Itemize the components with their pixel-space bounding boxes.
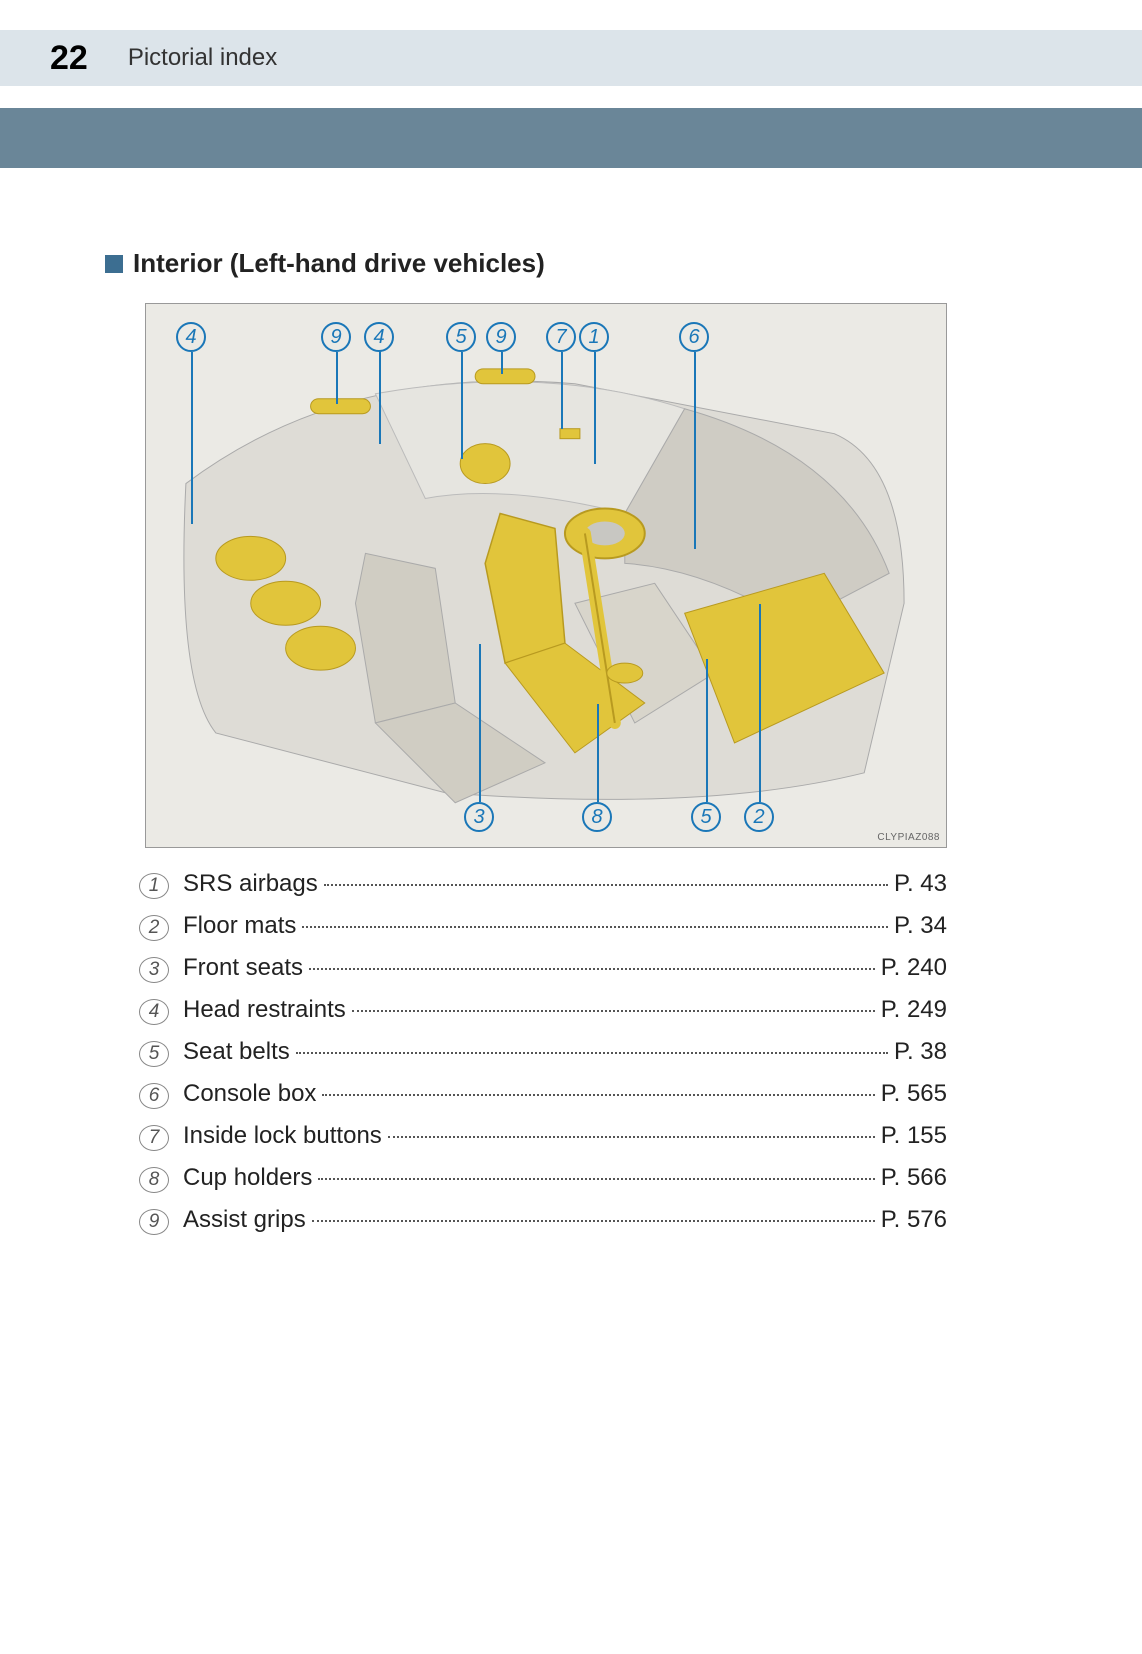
index-row: 2 Floor mats P. 34 xyxy=(139,912,947,941)
dot-leader xyxy=(388,1136,875,1138)
page-number: 22 xyxy=(50,39,88,78)
index-row: 9 Assist grips P. 576 xyxy=(139,1206,947,1235)
callout-badge: 4 xyxy=(176,322,206,352)
index-row: 5 Seat belts P. 38 xyxy=(139,1038,947,1067)
leader-line xyxy=(191,352,193,524)
callout-badge: 1 xyxy=(579,322,609,352)
dot-leader xyxy=(312,1220,875,1222)
index-page: P. 34 xyxy=(894,912,947,940)
index-number-badge: 1 xyxy=(139,873,169,899)
leader-line xyxy=(706,659,708,802)
interior-diagram: 49459716 3852 CLYPIAZ088 xyxy=(145,303,947,848)
index-label: Cup holders xyxy=(183,1164,312,1192)
index-number-badge: 2 xyxy=(139,915,169,941)
index-number-badge: 7 xyxy=(139,1125,169,1151)
callout-badge: 2 xyxy=(744,802,774,832)
leader-line xyxy=(561,352,563,429)
index-number-badge: 6 xyxy=(139,1083,169,1109)
car-interior-svg xyxy=(146,304,946,848)
dot-leader xyxy=(302,926,888,928)
index-row: 6 Console box P. 565 xyxy=(139,1080,947,1109)
index-label: Front seats xyxy=(183,954,303,982)
index-row: 8 Cup holders P. 566 xyxy=(139,1164,947,1193)
leader-line xyxy=(694,352,696,549)
index-row: 1 SRS airbags P. 43 xyxy=(139,870,947,899)
index-number-badge: 9 xyxy=(139,1209,169,1235)
callout-badge: 8 xyxy=(582,802,612,832)
index-row: 7 Inside lock buttons P. 155 xyxy=(139,1122,947,1151)
index-number-badge: 8 xyxy=(139,1167,169,1193)
index-label: Assist grips xyxy=(183,1206,306,1234)
index-page: P. 576 xyxy=(881,1206,947,1234)
leader-line xyxy=(336,352,338,404)
dot-leader xyxy=(324,884,888,886)
index-page: P. 240 xyxy=(881,954,947,982)
image-code: CLYPIAZ088 xyxy=(877,832,940,843)
index-page: P. 43 xyxy=(894,870,947,898)
item-list: 1 SRS airbags P. 43 2 Floor mats P. 34 3 Front … xyxy=(139,870,947,1235)
dot-leader xyxy=(296,1052,888,1054)
accent-bar xyxy=(0,108,1142,168)
index-label: Floor mats xyxy=(183,912,296,940)
index-page: P. 249 xyxy=(881,996,947,1024)
dot-leader xyxy=(318,1178,874,1180)
callout-badge: 9 xyxy=(321,322,351,352)
callout-badge: 7 xyxy=(546,322,576,352)
heading-text: Interior (Left-hand drive vehicles) xyxy=(133,248,545,279)
index-page: P. 38 xyxy=(894,1038,947,1066)
callout-badge: 6 xyxy=(679,322,709,352)
leader-line xyxy=(594,352,596,464)
leader-line xyxy=(479,644,481,802)
index-row: 4 Head restraints P. 249 xyxy=(139,996,947,1025)
dot-leader xyxy=(309,968,875,970)
content-area: Interior (Left-hand drive vehicles) xyxy=(105,248,1004,1248)
leader-line xyxy=(501,352,503,374)
index-label: SRS airbags xyxy=(183,870,318,898)
callout-badge: 9 xyxy=(486,322,516,352)
callout-badge: 5 xyxy=(446,322,476,352)
callout-badge: 4 xyxy=(364,322,394,352)
heading-row: Interior (Left-hand drive vehicles) xyxy=(105,248,1004,279)
index-page: P. 565 xyxy=(881,1080,947,1108)
dot-leader xyxy=(322,1094,874,1096)
leader-line xyxy=(759,604,761,802)
index-number-badge: 4 xyxy=(139,999,169,1025)
index-label: Inside lock buttons xyxy=(183,1122,382,1150)
leader-line xyxy=(597,704,599,802)
callout-badge: 3 xyxy=(464,802,494,832)
header-bar: 22 Pictorial index xyxy=(0,30,1142,86)
index-label: Head restraints xyxy=(183,996,346,1024)
index-number-badge: 3 xyxy=(139,957,169,983)
section-name: Pictorial index xyxy=(128,44,277,72)
index-row: 3 Front seats P. 240 xyxy=(139,954,947,983)
leader-line xyxy=(379,352,381,444)
index-number-badge: 5 xyxy=(139,1041,169,1067)
dot-leader xyxy=(352,1010,875,1012)
index-page: P. 155 xyxy=(881,1122,947,1150)
index-label: Console box xyxy=(183,1080,316,1108)
index-page: P. 566 xyxy=(881,1164,947,1192)
index-label: Seat belts xyxy=(183,1038,290,1066)
heading-bullet-icon xyxy=(105,255,123,273)
callout-badge: 5 xyxy=(691,802,721,832)
leader-line xyxy=(461,352,463,459)
